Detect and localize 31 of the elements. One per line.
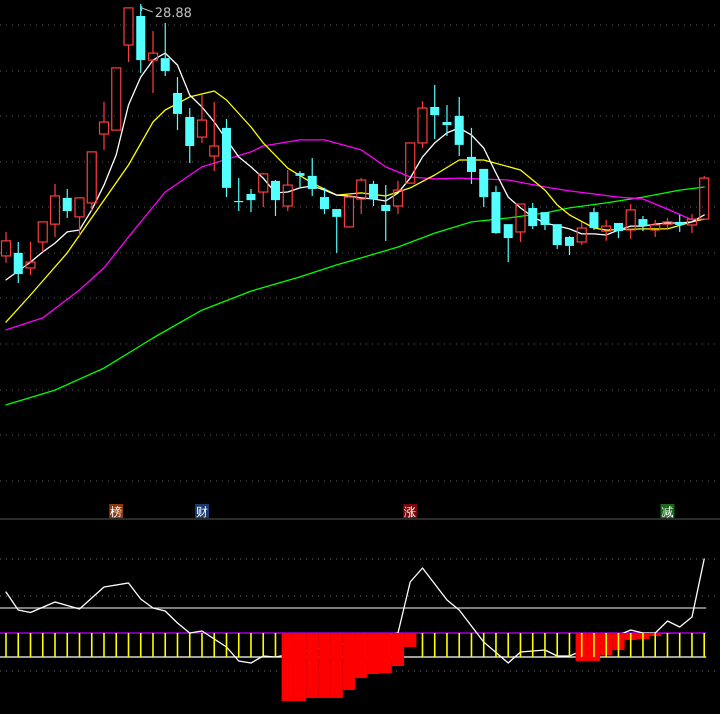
candlestick [270,179,280,217]
candlestick [185,107,194,164]
candlestick [282,169,293,212]
candlestick [442,104,452,137]
candlestick [356,177,366,215]
candlestick [14,241,23,284]
candlestick [209,101,220,172]
candlestick [528,202,538,230]
candlestick [650,219,660,238]
candlestick [675,214,684,233]
candlestick [576,221,587,246]
text: 减 [661,505,674,519]
candlestick [430,84,440,140]
candlestick [564,236,574,256]
text: 财 [196,505,208,519]
candlestick [601,219,612,242]
candlestick [160,22,170,77]
candlestick [136,3,146,74]
annotation: 28.88 [154,6,192,21]
candlestick [454,96,464,157]
candlestick [381,184,390,242]
candlestick [308,157,317,197]
candlestick [98,101,110,151]
candlestick [172,76,182,131]
candlestick [148,30,158,94]
text: 涨 [404,505,416,519]
candlestick [50,183,60,238]
text: 榜 [110,505,122,519]
candlestick [466,127,476,185]
candlestick [626,203,636,240]
candlestick [62,188,72,219]
